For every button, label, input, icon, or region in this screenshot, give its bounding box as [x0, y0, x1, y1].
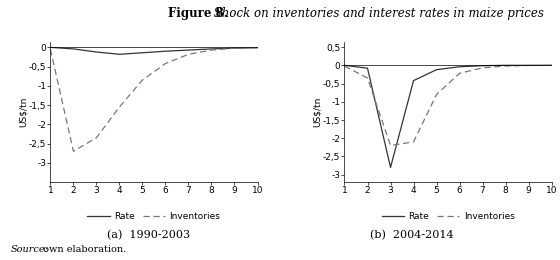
Legend: Rate, Inventories: Rate, Inventories: [87, 212, 221, 221]
Text: (a)  1990-2003: (a) 1990-2003: [107, 230, 190, 240]
Text: Shock on inventories and interest rates in maize prices: Shock on inventories and interest rates …: [210, 6, 544, 20]
Text: Source:: Source:: [11, 244, 49, 254]
Text: (b)  2004-2014: (b) 2004-2014: [370, 230, 454, 240]
Legend: Rate, Inventories: Rate, Inventories: [381, 212, 515, 221]
Y-axis label: US$/tn: US$/tn: [312, 97, 321, 127]
Text: Figure 8.: Figure 8.: [168, 6, 228, 20]
Y-axis label: US$/tn: US$/tn: [18, 97, 27, 127]
Text: own elaboration.: own elaboration.: [40, 244, 127, 254]
